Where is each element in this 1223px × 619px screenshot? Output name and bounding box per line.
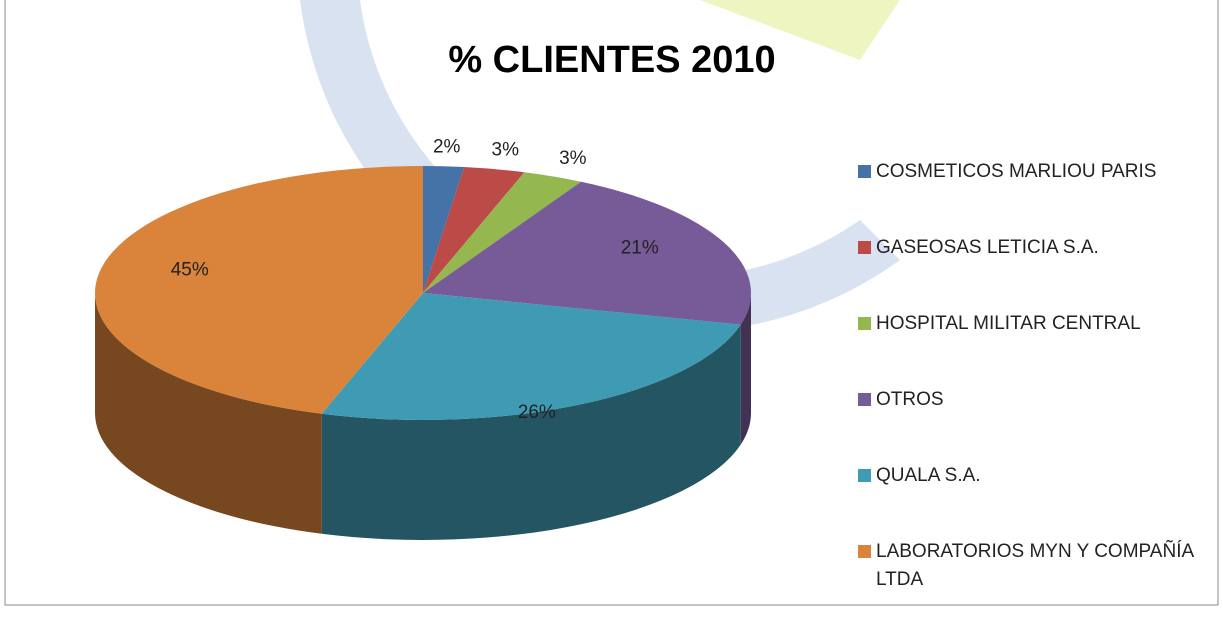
watermark-shape <box>700 0 900 60</box>
pie-slice <box>423 167 525 293</box>
data-label: 21% <box>621 238 659 259</box>
data-label: 26% <box>518 402 556 423</box>
pie-side <box>740 293 751 445</box>
pie-side <box>321 324 741 540</box>
data-label: 3% <box>492 139 520 160</box>
legend-label: QUALA S.A. <box>876 465 981 486</box>
data-label: 2% <box>433 136 461 157</box>
data-label: 3% <box>559 148 587 169</box>
legend-swatch <box>858 241 871 254</box>
legend-label: COSMETICOS MARLIOU PARIS <box>876 161 1157 182</box>
chart-border <box>4 0 1219 606</box>
legend-label: LABORATORIOS MYN Y COMPAÑÍA LTDA <box>876 541 1194 590</box>
pie-slice <box>321 293 741 420</box>
legend-swatch <box>858 469 871 482</box>
pie-side <box>95 293 322 534</box>
legend-item: GASEOSAS LETICIA S.A. <box>858 234 1198 262</box>
legend-swatch <box>858 545 871 558</box>
pie-slice <box>423 172 582 293</box>
legend-item: HOSPITAL MILITAR CENTRAL <box>858 310 1198 338</box>
legend-label: HOSPITAL MILITAR CENTRAL <box>876 313 1141 334</box>
legend-swatch <box>858 393 871 406</box>
pie-slice <box>423 166 465 293</box>
legend-item: LABORATORIOS MYN Y COMPAÑÍA LTDA <box>858 538 1198 594</box>
pie-slice <box>423 181 751 325</box>
legend-swatch <box>858 317 871 330</box>
chart-title: % CLIENTES 2010 <box>448 39 775 81</box>
legend-item: OTROS <box>858 386 1198 414</box>
legend-label: OTROS <box>876 389 944 410</box>
legend-item: QUALA S.A. <box>858 462 1198 490</box>
legend-swatch <box>858 165 871 178</box>
pie-slice <box>94 166 424 414</box>
legend-label: GASEOSAS LETICIA S.A. <box>876 237 1099 258</box>
data-label: 45% <box>171 260 209 281</box>
legend-item: COSMETICOS MARLIOU PARIS <box>858 158 1198 186</box>
